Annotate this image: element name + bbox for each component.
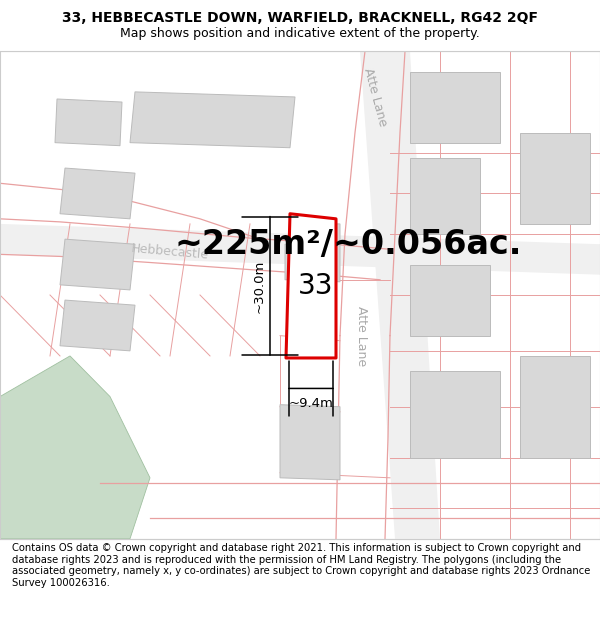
Polygon shape bbox=[410, 264, 490, 336]
Text: 33: 33 bbox=[298, 272, 334, 300]
Polygon shape bbox=[55, 99, 122, 146]
Text: 33, HEBBECASTLE DOWN, WARFIELD, BRACKNELL, RG42 2QF: 33, HEBBECASTLE DOWN, WARFIELD, BRACKNEL… bbox=[62, 11, 538, 25]
Polygon shape bbox=[520, 132, 590, 224]
Polygon shape bbox=[360, 51, 440, 539]
Text: ~225m²/~0.056ac.: ~225m²/~0.056ac. bbox=[175, 228, 523, 261]
Text: Hebbecastle: Hebbecastle bbox=[130, 242, 209, 262]
Polygon shape bbox=[60, 300, 135, 351]
Polygon shape bbox=[0, 224, 600, 275]
Text: ~30.0m: ~30.0m bbox=[253, 259, 266, 312]
Text: Atte Lane: Atte Lane bbox=[361, 66, 389, 128]
Text: Map shows position and indicative extent of the property.: Map shows position and indicative extent… bbox=[120, 27, 480, 40]
Polygon shape bbox=[410, 158, 480, 234]
Polygon shape bbox=[130, 92, 295, 148]
Text: ~9.4m: ~9.4m bbox=[289, 397, 334, 409]
Polygon shape bbox=[410, 371, 500, 458]
Polygon shape bbox=[0, 356, 150, 539]
Polygon shape bbox=[60, 168, 135, 219]
Polygon shape bbox=[60, 239, 135, 290]
Polygon shape bbox=[410, 71, 500, 142]
Polygon shape bbox=[520, 356, 590, 457]
Text: Contains OS data © Crown copyright and database right 2021. This information is : Contains OS data © Crown copyright and d… bbox=[12, 543, 590, 588]
Text: Atte Lane: Atte Lane bbox=[355, 306, 368, 366]
Polygon shape bbox=[285, 224, 340, 282]
Polygon shape bbox=[280, 405, 340, 480]
Polygon shape bbox=[286, 214, 336, 358]
